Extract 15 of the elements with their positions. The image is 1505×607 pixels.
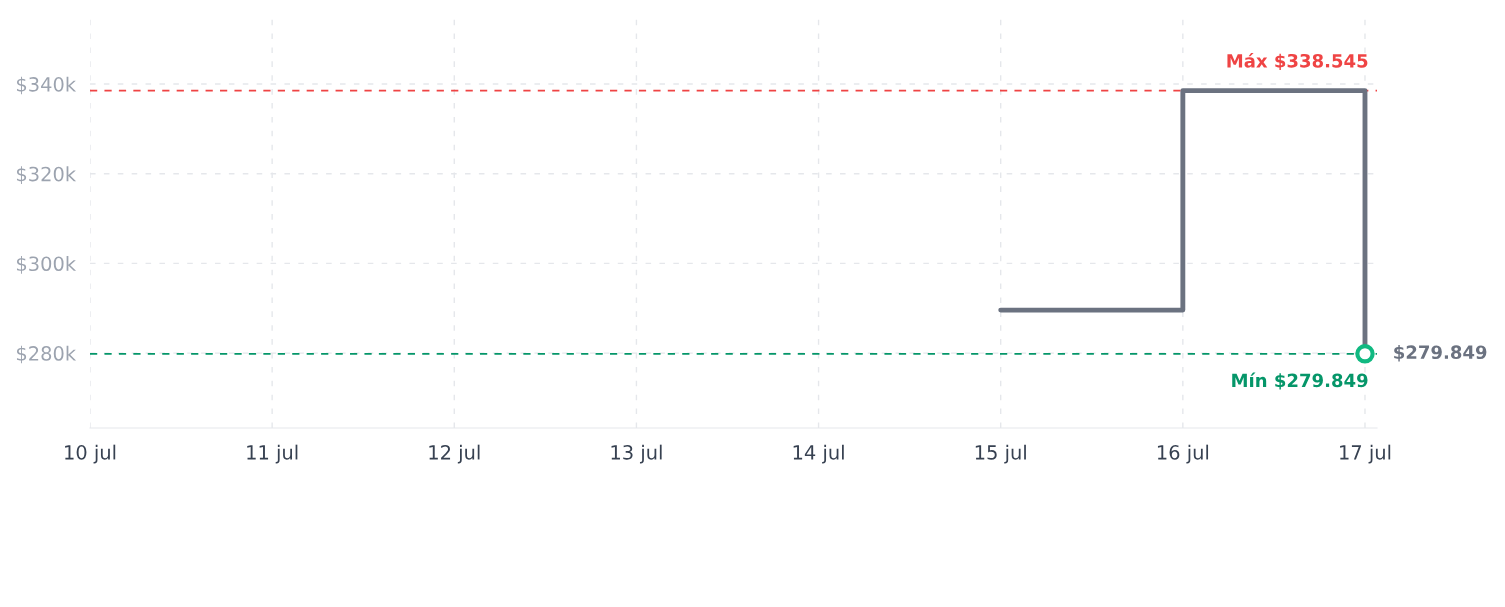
y-tick-label: $280k <box>16 345 77 364</box>
ref-line-label: Mín $279.849 <box>1232 372 1368 390</box>
x-tick-label: 15 jul <box>975 444 1026 464</box>
x-tick-label: 13 jul <box>611 444 662 464</box>
ref-line-label: Máx $338.545 <box>1227 52 1368 71</box>
annotation: $279.849 <box>1394 345 1487 362</box>
x-tick-label: 12 jul <box>429 444 480 464</box>
x-tick-label: 17 jul <box>1340 444 1391 464</box>
x-tick-label: 16 jul <box>1157 444 1209 464</box>
y-tick-label: $340k <box>16 76 77 95</box>
x-tick-label: 11 jul <box>247 444 298 464</box>
x-tick-label: 14 jul <box>793 444 844 464</box>
y-tick-label: $320k <box>16 166 77 184</box>
x-tick-label: 10 jul <box>65 444 116 464</box>
y-tick-label: $300k <box>16 256 77 274</box>
